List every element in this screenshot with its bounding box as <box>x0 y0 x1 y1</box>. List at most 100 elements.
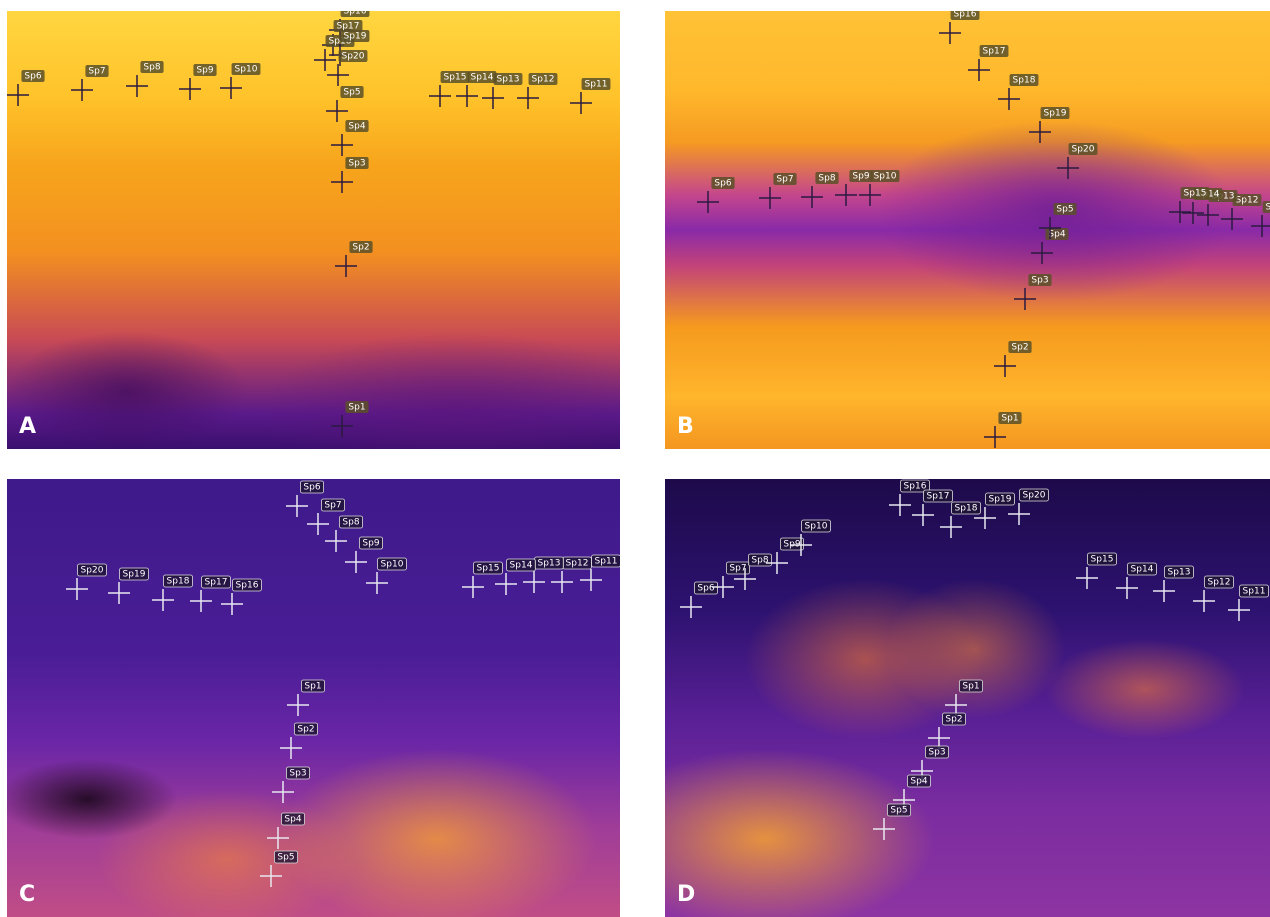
spot-label: Sp5 <box>343 88 360 98</box>
spot-label: Sp15 <box>477 564 500 574</box>
spot-label: Sp6 <box>697 584 714 594</box>
spot-marker <box>873 818 895 840</box>
spot-label: Sp6 <box>714 179 731 189</box>
spot-marker <box>712 576 734 598</box>
spot-label: Sp2 <box>1011 343 1028 353</box>
spot-label: Sp6 <box>303 483 320 493</box>
spot-label: Sp14 <box>471 73 494 83</box>
thermal-panel: Sp1Sp2Sp3Sp4Sp5Sp6Sp7Sp8Sp9Sp10Sp11Sp12S… <box>665 479 1270 917</box>
spot-marker <box>267 827 289 849</box>
spot-label: Sp10 <box>235 65 258 75</box>
spot-marker <box>1057 157 1079 179</box>
spot-label: Sp7 <box>88 67 105 77</box>
spot-marker <box>429 85 451 107</box>
spot-label: Sp1 <box>304 682 321 692</box>
spot-label: Sp16 <box>954 11 977 20</box>
panel-letter: B <box>677 414 694 439</box>
spot-label: Sp20 <box>1072 145 1095 155</box>
spot-label: Sp11 <box>585 80 608 90</box>
spot-marker <box>108 582 130 604</box>
panel-letter: C <box>19 882 35 907</box>
spot-marker <box>331 134 353 156</box>
spot-marker <box>495 573 517 595</box>
spot-label: Sp14 <box>1131 565 1154 575</box>
spot-label: Sp20 <box>1023 491 1046 501</box>
spot-marker <box>940 516 962 538</box>
figure: Sp1 Sp2 Sp3 Sp4 Sp5 Sp6 Sp7 Sp8 Sp9 Sp10 Sp11 Sp12 S… <box>0 0 1270 916</box>
spot-marker <box>280 737 302 759</box>
spot-marker <box>801 186 823 208</box>
spot-label: Sp13 <box>497 75 520 85</box>
spot-marker <box>1251 215 1270 237</box>
spot-marker <box>1076 567 1098 589</box>
spot-label: Sp12 <box>1236 196 1259 206</box>
spot-marker <box>152 589 174 611</box>
overlay: Sp1Sp2Sp3Sp4Sp5Sp6Sp7Sp8Sp9Sp10Sp11Sp12S… <box>665 479 1270 917</box>
spot-label: Sp4 <box>284 815 301 825</box>
spot-label: Sp17 <box>927 492 950 502</box>
spot-marker <box>1228 599 1250 621</box>
spot-label: Sp5 <box>890 806 907 816</box>
spot-label: Sp1 <box>1001 414 1018 424</box>
spot-label: Sp12 <box>566 559 589 569</box>
spot-label: Sp8 <box>751 556 768 566</box>
spot-label: Sp9 <box>362 539 379 549</box>
spot-marker <box>7 84 29 106</box>
spot-label: Sp17 <box>205 578 228 588</box>
spot-marker <box>287 694 309 716</box>
overlay: Sp1Sp2Sp3Sp4Sp5Sp6Sp7Sp8Sp9Sp10Sp11Sp12S… <box>7 11 620 449</box>
spot-marker <box>345 551 367 573</box>
spot-label: Sp13 <box>1168 568 1191 578</box>
spot-label: Sp20 <box>342 52 365 62</box>
spot-label: Sp16 <box>344 11 367 17</box>
spot-marker <box>759 187 781 209</box>
spot-marker <box>286 495 308 517</box>
spot-marker <box>889 494 911 516</box>
spot-marker <box>570 92 592 114</box>
thermal-panel: Sp1Sp2Sp3Sp4Sp5Sp6Sp7Sp8Sp9Sp10Sp11Sp12S… <box>665 11 1270 449</box>
spot-label: Sp7 <box>776 175 793 185</box>
spot-label: Sp7 <box>324 501 341 511</box>
spot-label: Sp12 <box>1208 578 1231 588</box>
spot-marker <box>1008 503 1030 525</box>
spot-marker <box>1193 590 1215 612</box>
spot-marker <box>697 191 719 213</box>
overlay: Sp1Sp2Sp3Sp4Sp5Sp6Sp7Sp8Sp9Sp10Sp11Sp12S… <box>665 11 1270 449</box>
spot-marker <box>327 64 349 86</box>
spot-marker <box>71 79 93 101</box>
spot-label: Sp10 <box>874 172 897 182</box>
spot-marker <box>984 426 1006 448</box>
spot-marker <box>1031 242 1053 264</box>
spot-label: Sp14 <box>510 561 533 571</box>
spot-marker <box>912 504 934 526</box>
spot-label: Sp10 <box>381 560 404 570</box>
spot-marker <box>1029 121 1051 143</box>
spot-marker <box>1197 204 1219 226</box>
spot-marker <box>790 534 812 556</box>
spot-marker <box>680 596 702 618</box>
spot-marker <box>859 184 881 206</box>
spot-label: Sp4 <box>910 777 927 787</box>
spot-label: Sp19 <box>1044 109 1067 119</box>
spot-marker <box>1169 201 1191 223</box>
spot-marker <box>551 571 573 593</box>
spot-label: Sp11 <box>1266 203 1270 213</box>
spot-label: Sp2 <box>297 725 314 735</box>
spot-marker <box>998 88 1020 110</box>
spot-marker <box>517 87 539 109</box>
spot-marker <box>260 865 282 887</box>
spot-label: Sp6 <box>24 72 41 82</box>
spot-marker <box>326 100 348 122</box>
panel-letter: D <box>677 882 695 907</box>
spot-marker <box>1221 208 1243 230</box>
spot-label: Sp3 <box>348 159 365 169</box>
spot-label: Sp16 <box>904 482 927 492</box>
spot-marker <box>994 355 1016 377</box>
spot-label: Sp18 <box>1013 76 1036 86</box>
spot-label: Sp11 <box>1243 587 1266 597</box>
spot-marker <box>331 171 353 193</box>
spot-marker <box>523 571 545 593</box>
spot-label: Sp9 <box>852 172 869 182</box>
spot-label: Sp18 <box>167 577 190 587</box>
